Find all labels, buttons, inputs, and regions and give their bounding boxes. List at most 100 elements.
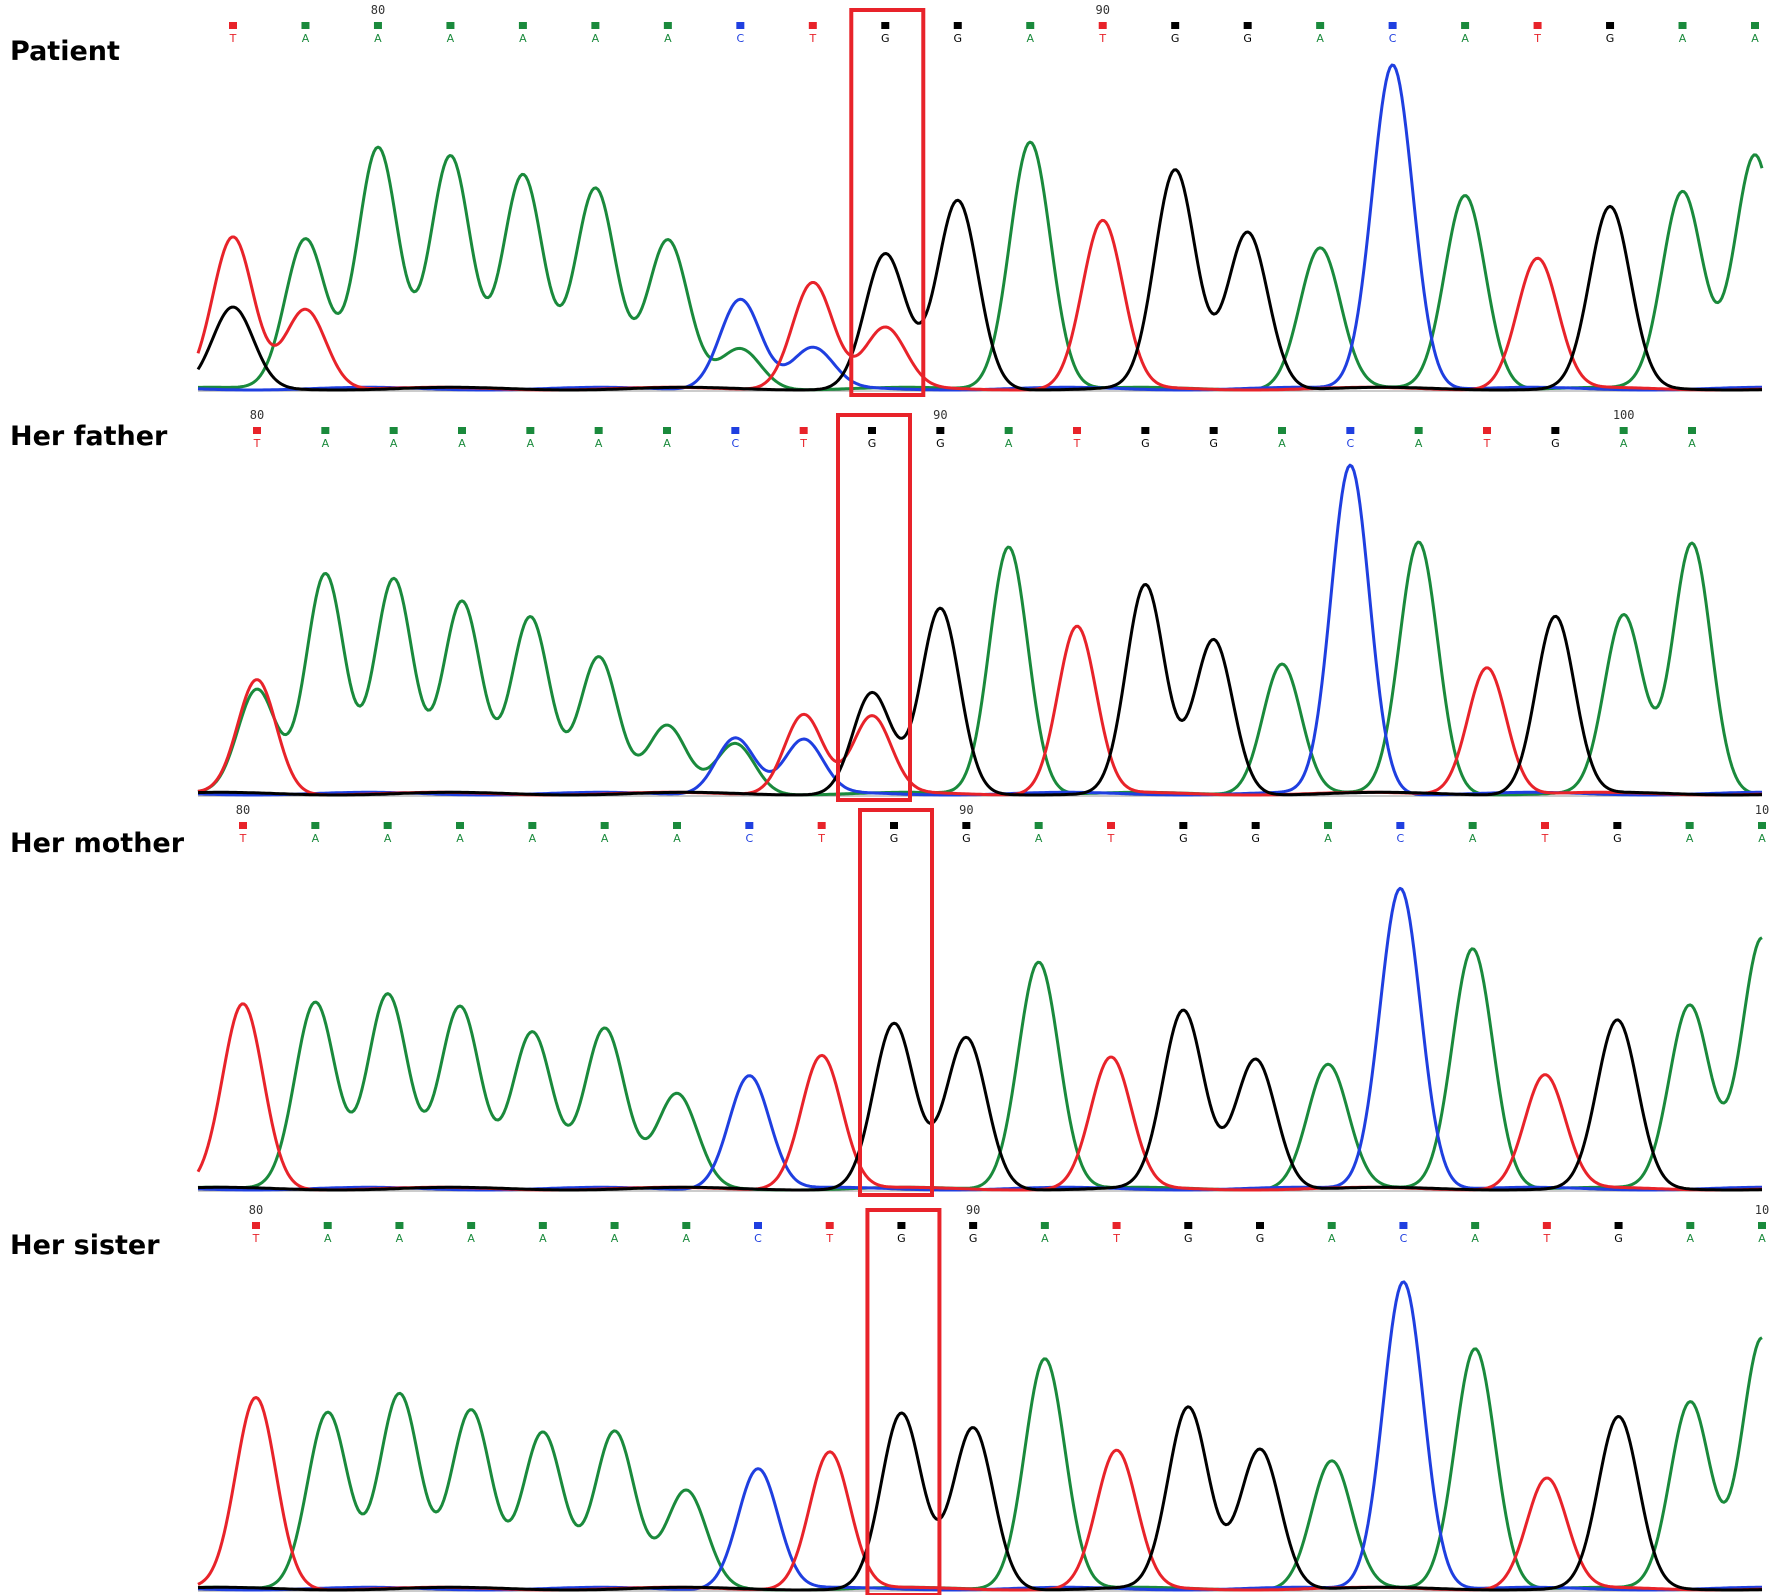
base-quality-marker bbox=[1614, 1222, 1623, 1229]
base-call-letter: T bbox=[825, 1232, 833, 1245]
panel-label: Patient bbox=[10, 36, 120, 67]
base-quality-marker bbox=[1073, 427, 1081, 434]
chromatogram-panel: Her mother 80 90 10 T A A A A A A C T G G A T G G A C A T G A A bbox=[0, 800, 1772, 1197]
base-call-letter: A bbox=[458, 437, 466, 450]
trace-A bbox=[198, 140, 1764, 392]
base-call-letter: A bbox=[396, 1232, 404, 1245]
base-call-letter: A bbox=[1469, 832, 1477, 845]
base-quality-marker bbox=[1324, 822, 1332, 829]
base-quality-marker bbox=[969, 1222, 978, 1229]
base-quality-marker bbox=[526, 427, 535, 434]
base-call-letter: A bbox=[447, 32, 455, 45]
base-call-letter: A bbox=[592, 32, 600, 45]
base-quality-marker bbox=[1471, 1222, 1480, 1229]
base-quality-marker bbox=[1184, 1222, 1193, 1229]
base-call-letter: T bbox=[1541, 832, 1549, 845]
base-call-letter: A bbox=[1316, 32, 1324, 45]
position-label: 10 bbox=[1755, 1203, 1769, 1217]
base-quality-marker bbox=[1685, 822, 1694, 829]
trace-T bbox=[196, 218, 1763, 392]
base-quality-marker bbox=[1533, 22, 1542, 29]
base-quality-marker bbox=[1004, 427, 1013, 434]
base-call-letter: A bbox=[539, 1232, 547, 1245]
position-label: 90 bbox=[1095, 3, 1109, 17]
base-call-letter: A bbox=[312, 832, 320, 845]
base-call-letter: T bbox=[1107, 832, 1115, 845]
base-call-letter: G bbox=[1606, 32, 1615, 45]
base-call-letter: A bbox=[1687, 1232, 1695, 1245]
base-call-letter: A bbox=[456, 832, 464, 845]
base-call-letter: A bbox=[1751, 32, 1759, 45]
position-label: 90 bbox=[933, 408, 947, 422]
base-call-letter: G bbox=[1141, 437, 1150, 450]
base-call-letter: A bbox=[611, 1232, 619, 1245]
position-label: 10 bbox=[1755, 803, 1769, 817]
base-quality-marker bbox=[395, 1222, 404, 1229]
base-quality-marker bbox=[745, 822, 754, 829]
chromatogram-panel: Her sister 80 90 10 T A A A A A A C T G G A T G G A C A T G A A bbox=[0, 1200, 1772, 1595]
base-call-letter: A bbox=[374, 32, 382, 45]
base-quality-marker bbox=[253, 427, 261, 434]
base-quality-marker bbox=[936, 427, 945, 434]
base-quality-marker bbox=[1388, 22, 1397, 29]
position-label: 80 bbox=[249, 1203, 263, 1217]
base-call-letter: G bbox=[1243, 32, 1252, 45]
base-quality-marker bbox=[389, 427, 398, 434]
base-call-letter: G bbox=[1551, 437, 1560, 450]
base-call-letter: G bbox=[881, 32, 890, 45]
base-quality-marker bbox=[1251, 822, 1260, 829]
position-label: 80 bbox=[371, 3, 385, 17]
base-call-letter: A bbox=[384, 832, 392, 845]
base-call-letter: G bbox=[1256, 1232, 1265, 1245]
base-quality-marker bbox=[591, 22, 600, 29]
base-quality-marker bbox=[1141, 427, 1150, 434]
base-call-letter: A bbox=[1278, 437, 1286, 450]
trace-T bbox=[197, 1396, 1763, 1592]
base-quality-marker bbox=[1758, 1222, 1766, 1229]
base-quality-marker bbox=[868, 427, 876, 434]
base-call-letter: T bbox=[252, 1232, 260, 1245]
base-call-letter: G bbox=[868, 437, 877, 450]
chromatogram-panel: Her father 80 90 100 T A A A A A A C T G G A T G G A C A T G A A bbox=[0, 405, 1772, 802]
base-quality-marker bbox=[311, 822, 320, 829]
base-call-letter: A bbox=[601, 832, 609, 845]
base-quality-marker bbox=[663, 427, 671, 434]
base-quality-marker bbox=[321, 427, 330, 434]
base-call-letter: C bbox=[745, 832, 753, 845]
base-call-letter: G bbox=[1251, 832, 1260, 845]
base-call-letter: A bbox=[527, 437, 535, 450]
base-quality-marker bbox=[736, 22, 745, 29]
base-call-letter: G bbox=[1614, 1232, 1623, 1245]
base-call-letter: A bbox=[664, 32, 672, 45]
base-call-letter: G bbox=[1613, 832, 1622, 845]
position-label: 100 bbox=[1613, 408, 1635, 422]
position-label: 90 bbox=[959, 803, 973, 817]
base-call-letter: A bbox=[467, 1232, 475, 1245]
base-call-letter: G bbox=[969, 1232, 978, 1245]
chromatogram-panel: Patient 80 90 T A A A A A A C T G G A T G G A C A T G A A bbox=[0, 0, 1772, 397]
base-call-letter: A bbox=[1461, 32, 1469, 45]
base-quality-marker bbox=[1179, 822, 1188, 829]
base-call-letter: C bbox=[736, 32, 744, 45]
base-call-letter: G bbox=[1171, 32, 1180, 45]
panel-label: Her father bbox=[10, 421, 168, 452]
base-quality-marker bbox=[953, 22, 962, 29]
base-call-letter: T bbox=[229, 32, 237, 45]
base-quality-marker bbox=[1678, 22, 1687, 29]
base-quality-marker bbox=[600, 822, 609, 829]
base-call-letter: C bbox=[1400, 1232, 1408, 1245]
base-quality-marker bbox=[1346, 427, 1355, 434]
base-quality-marker bbox=[373, 22, 382, 29]
position-label: 80 bbox=[236, 803, 250, 817]
base-call-letter: A bbox=[390, 437, 398, 450]
base-quality-marker bbox=[1758, 822, 1766, 829]
base-call-letter: A bbox=[1041, 1232, 1049, 1245]
base-call-letter: G bbox=[897, 1232, 906, 1245]
base-quality-marker bbox=[890, 822, 898, 829]
base-quality-marker bbox=[897, 1222, 906, 1229]
base-quality-marker bbox=[1396, 822, 1405, 829]
base-call-letter: A bbox=[1324, 832, 1332, 845]
position-label: 80 bbox=[250, 408, 264, 422]
base-call-letter: A bbox=[1471, 1232, 1479, 1245]
base-call-letter: A bbox=[519, 32, 527, 45]
